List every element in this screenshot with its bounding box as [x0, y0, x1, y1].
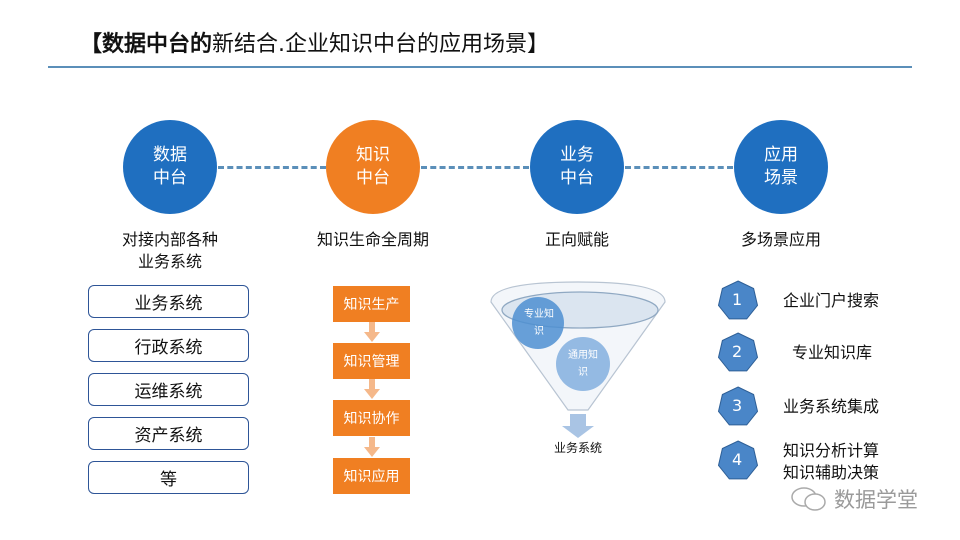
scenario-number: 4 [732, 450, 743, 469]
title-bold: 【数据中台的 [80, 32, 213, 57]
watermark-text: 数据学堂 [834, 488, 918, 512]
connector-2 [421, 166, 529, 169]
watermark: 数据学堂 [790, 484, 918, 514]
connector-3 [625, 166, 733, 169]
scenario-label: 知识分析计算 知识辅助决策 [783, 441, 880, 482]
funnel-specialized-knowledge: 专业知 识 [524, 309, 554, 337]
stage-caption: 多场景应用 [740, 230, 821, 249]
system-box: 业务系统 [88, 285, 249, 318]
wechat-icon [791, 487, 826, 511]
stage-caption: 对接内部各种 业务系统 [121, 230, 218, 271]
scenario-label: 业务系统集成 [783, 397, 880, 416]
down-arrow-icon [364, 379, 380, 399]
scenario-number: 3 [732, 396, 743, 415]
stage-caption: 正向赋能 [544, 230, 609, 249]
system-box: 行政系统 [88, 329, 249, 362]
knowledge-step: 知识应用 [333, 458, 410, 494]
stage-application-scenes: 应用 场景 [734, 120, 828, 214]
scenario-badge-2: 2 [717, 332, 759, 374]
knowledge-step: 知识协作 [333, 400, 410, 436]
scenario-badge-3: 3 [717, 386, 759, 428]
scenario-badge-4: 4 [717, 440, 759, 482]
stage-knowledge-platform: 知识 中台 [326, 120, 420, 214]
funnel-icon [490, 281, 666, 438]
page-title: 【数据中台的新结合.企业知识中台的应用场景】 [80, 26, 549, 58]
title-divider [48, 66, 912, 68]
system-box: 资产系统 [88, 417, 249, 450]
system-box: 运维系统 [88, 373, 249, 406]
scenario-number: 2 [732, 342, 743, 361]
stage-business-platform: 业务 中台 [530, 120, 624, 214]
funnel-output-label: 业务系统 [553, 441, 602, 455]
scenario-number: 1 [732, 290, 743, 309]
system-box: 等 [88, 461, 249, 494]
scenario-label: 专业知识库 [792, 343, 873, 362]
knowledge-step: 知识生产 [333, 286, 410, 322]
down-arrow-icon [364, 437, 380, 457]
stage-data-platform: 数据 中台 [123, 120, 217, 214]
connector-1 [218, 166, 326, 169]
down-arrow-icon [364, 322, 380, 342]
stage-caption: 知识生命全周期 [316, 230, 429, 249]
funnel-general-knowledge: 通用知 识 [568, 350, 598, 378]
title-rest: 新结合.企业知识中台的应用场景】 [212, 32, 550, 57]
scenario-badge-1: 1 [717, 280, 759, 322]
scenario-label: 企业门户搜索 [783, 291, 880, 310]
knowledge-step: 知识管理 [333, 343, 410, 379]
